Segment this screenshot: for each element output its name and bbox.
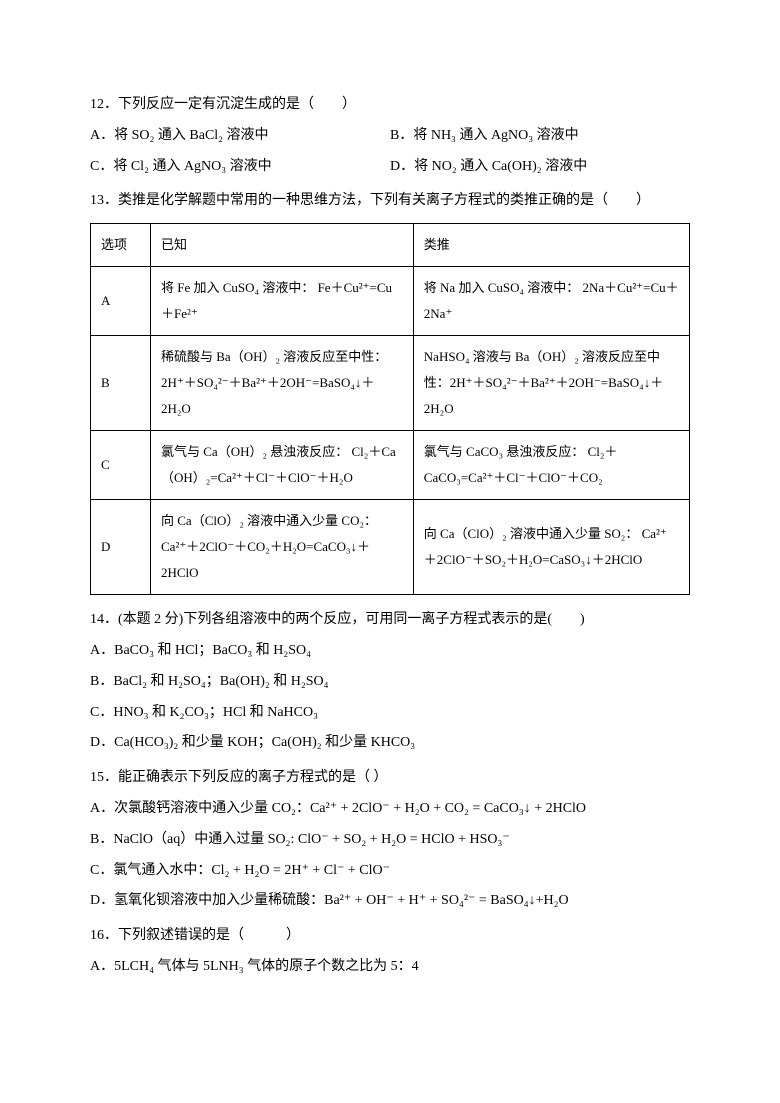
col-option: 选项 [91,224,151,267]
q14-option-d: D．Ca(HCO₃)₂ 和少量 KOH；Ca(OH)₂ 和少量 KHCO₃ [90,728,690,759]
cell-known: 将 Fe 加入 CuSO₄ 溶液中： Fe＋Cu²⁺=Cu＋Fe²⁺ [151,267,414,336]
q15-stem: 15．能正确表示下列反应的离子方程式的是（ ） [90,763,690,794]
q12-option-b: B．将 NH₃ 通入 AgNO₃ 溶液中 [390,121,690,152]
question-16: 16．下列叙述错误的是（ ） A．5LCH₄ 气体与 5LNH₃ 气体的原子个数… [90,921,690,983]
col-analog: 类推 [413,224,689,267]
table-row: B 稀硫酸与 Ba（OH）₂ 溶液反应至中性： 2H⁺＋SO₄²⁻＋Ba²⁺＋2… [91,336,690,431]
question-12: 12．下列反应一定有沉淀生成的是（ ） A．将 SO₂ 通入 BaCl₂ 溶液中… [90,90,690,182]
q12-option-a: A．将 SO₂ 通入 BaCl₂ 溶液中 [90,121,390,152]
q12-option-d: D．将 NO₂ 通入 Ca(OH)₂ 溶液中 [390,152,690,183]
q16-option-a: A．5LCH₄ 气体与 5LNH₃ 气体的原子个数之比为 5：4 [90,952,690,983]
cell-known: 向 Ca（ClO）₂ 溶液中通入少量 CO₂： Ca²⁺＋2ClO⁻＋CO₂＋H… [151,500,414,595]
cell-analog: 向 Ca（ClO）₂ 溶液中通入少量 SO₂： Ca²⁺＋2ClO⁻＋SO₂＋H… [413,500,689,595]
cell-known: 氯气与 Ca（OH）₂ 悬浊液反应： Cl₂＋Ca（OH）₂=Ca²⁺＋Cl⁻＋… [151,431,414,500]
q13-stem: 13．类推是化学解题中常用的一种思维方法，下列有关离子方程式的类推正确的是（ ） [90,186,690,217]
col-known: 已知 [151,224,414,267]
q13-table: 选项 已知 类推 A 将 Fe 加入 CuSO₄ 溶液中： Fe＋Cu²⁺=Cu… [90,223,690,595]
exam-page: 12．下列反应一定有沉淀生成的是（ ） A．将 SO₂ 通入 BaCl₂ 溶液中… [0,0,780,1047]
q14-stem: 14．(本题 2 分)下列各组溶液中的两个反应，可用同一离子方程式表示的是( ) [90,605,690,636]
cell-opt: D [91,500,151,595]
q12-option-c: C．将 Cl₂ 通入 AgNO₃ 溶液中 [90,152,390,183]
q12-stem: 12．下列反应一定有沉淀生成的是（ ） [90,90,690,121]
cell-analog: NaHSO₄ 溶液与 Ba（OH）₂ 溶液反应至中性：2H⁺＋SO₄²⁻＋Ba²… [413,336,689,431]
q16-stem: 16．下列叙述错误的是（ ） [90,921,690,952]
table-row: D 向 Ca（ClO）₂ 溶液中通入少量 CO₂： Ca²⁺＋2ClO⁻＋CO₂… [91,500,690,595]
cell-opt: B [91,336,151,431]
q15-option-d: D．氢氧化钡溶液中加入少量稀硫酸：Ba²⁺ + OH⁻ + H⁺ + SO₄²⁻… [90,886,690,917]
q12-options: A．将 SO₂ 通入 BaCl₂ 溶液中 B．将 NH₃ 通入 AgNO₃ 溶液… [90,121,690,183]
table-header-row: 选项 已知 类推 [91,224,690,267]
q15-option-b: B．NaClO（aq）中通入过量 SO₂: ClO⁻ + SO₂ + H₂O =… [90,825,690,856]
q14-option-c: C．HNO₃ 和 K₂CO₃；HCl 和 NaHCO₃ [90,698,690,729]
cell-analog: 氯气与 CaCO₃ 悬浊液反应： Cl₂＋CaCO₃=Ca²⁺＋Cl⁻＋ClO⁻… [413,431,689,500]
question-15: 15．能正确表示下列反应的离子方程式的是（ ） A．次氯酸钙溶液中通入少量 CO… [90,763,690,917]
cell-analog: 将 Na 加入 CuSO₄ 溶液中： 2Na＋Cu²⁺=Cu＋2Na⁺ [413,267,689,336]
question-13: 13．类推是化学解题中常用的一种思维方法，下列有关离子方程式的类推正确的是（ ）… [90,186,690,595]
cell-opt: C [91,431,151,500]
q15-option-a: A．次氯酸钙溶液中通入少量 CO₂：Ca²⁺ + 2ClO⁻ + H₂O + C… [90,794,690,825]
cell-known: 稀硫酸与 Ba（OH）₂ 溶液反应至中性： 2H⁺＋SO₄²⁻＋Ba²⁺＋2OH… [151,336,414,431]
q15-option-c: C．氯气通入水中：Cl₂ + H₂O = 2H⁺ + Cl⁻ + ClO⁻ [90,856,690,887]
q14-option-b: B．BaCl₂ 和 H₂SO₄；Ba(OH)₂ 和 H₂SO₄ [90,667,690,698]
table-row: A 将 Fe 加入 CuSO₄ 溶液中： Fe＋Cu²⁺=Cu＋Fe²⁺ 将 N… [91,267,690,336]
q14-option-a: A．BaCO₃ 和 HCl；BaCO₃ 和 H₂SO₄ [90,636,690,667]
cell-opt: A [91,267,151,336]
question-14: 14．(本题 2 分)下列各组溶液中的两个反应，可用同一离子方程式表示的是( )… [90,605,690,759]
table-row: C 氯气与 Ca（OH）₂ 悬浊液反应： Cl₂＋Ca（OH）₂=Ca²⁺＋Cl… [91,431,690,500]
